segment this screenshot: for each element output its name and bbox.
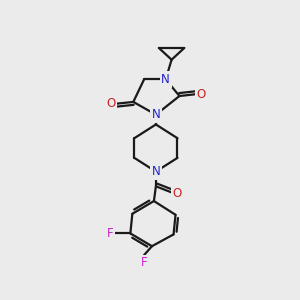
Text: F: F <box>141 256 147 269</box>
Text: F: F <box>106 227 113 240</box>
Text: O: O <box>106 98 116 110</box>
Text: O: O <box>173 187 182 200</box>
Text: N: N <box>152 108 160 121</box>
Text: N: N <box>152 165 160 178</box>
Text: O: O <box>196 88 206 100</box>
Text: N: N <box>161 73 170 86</box>
